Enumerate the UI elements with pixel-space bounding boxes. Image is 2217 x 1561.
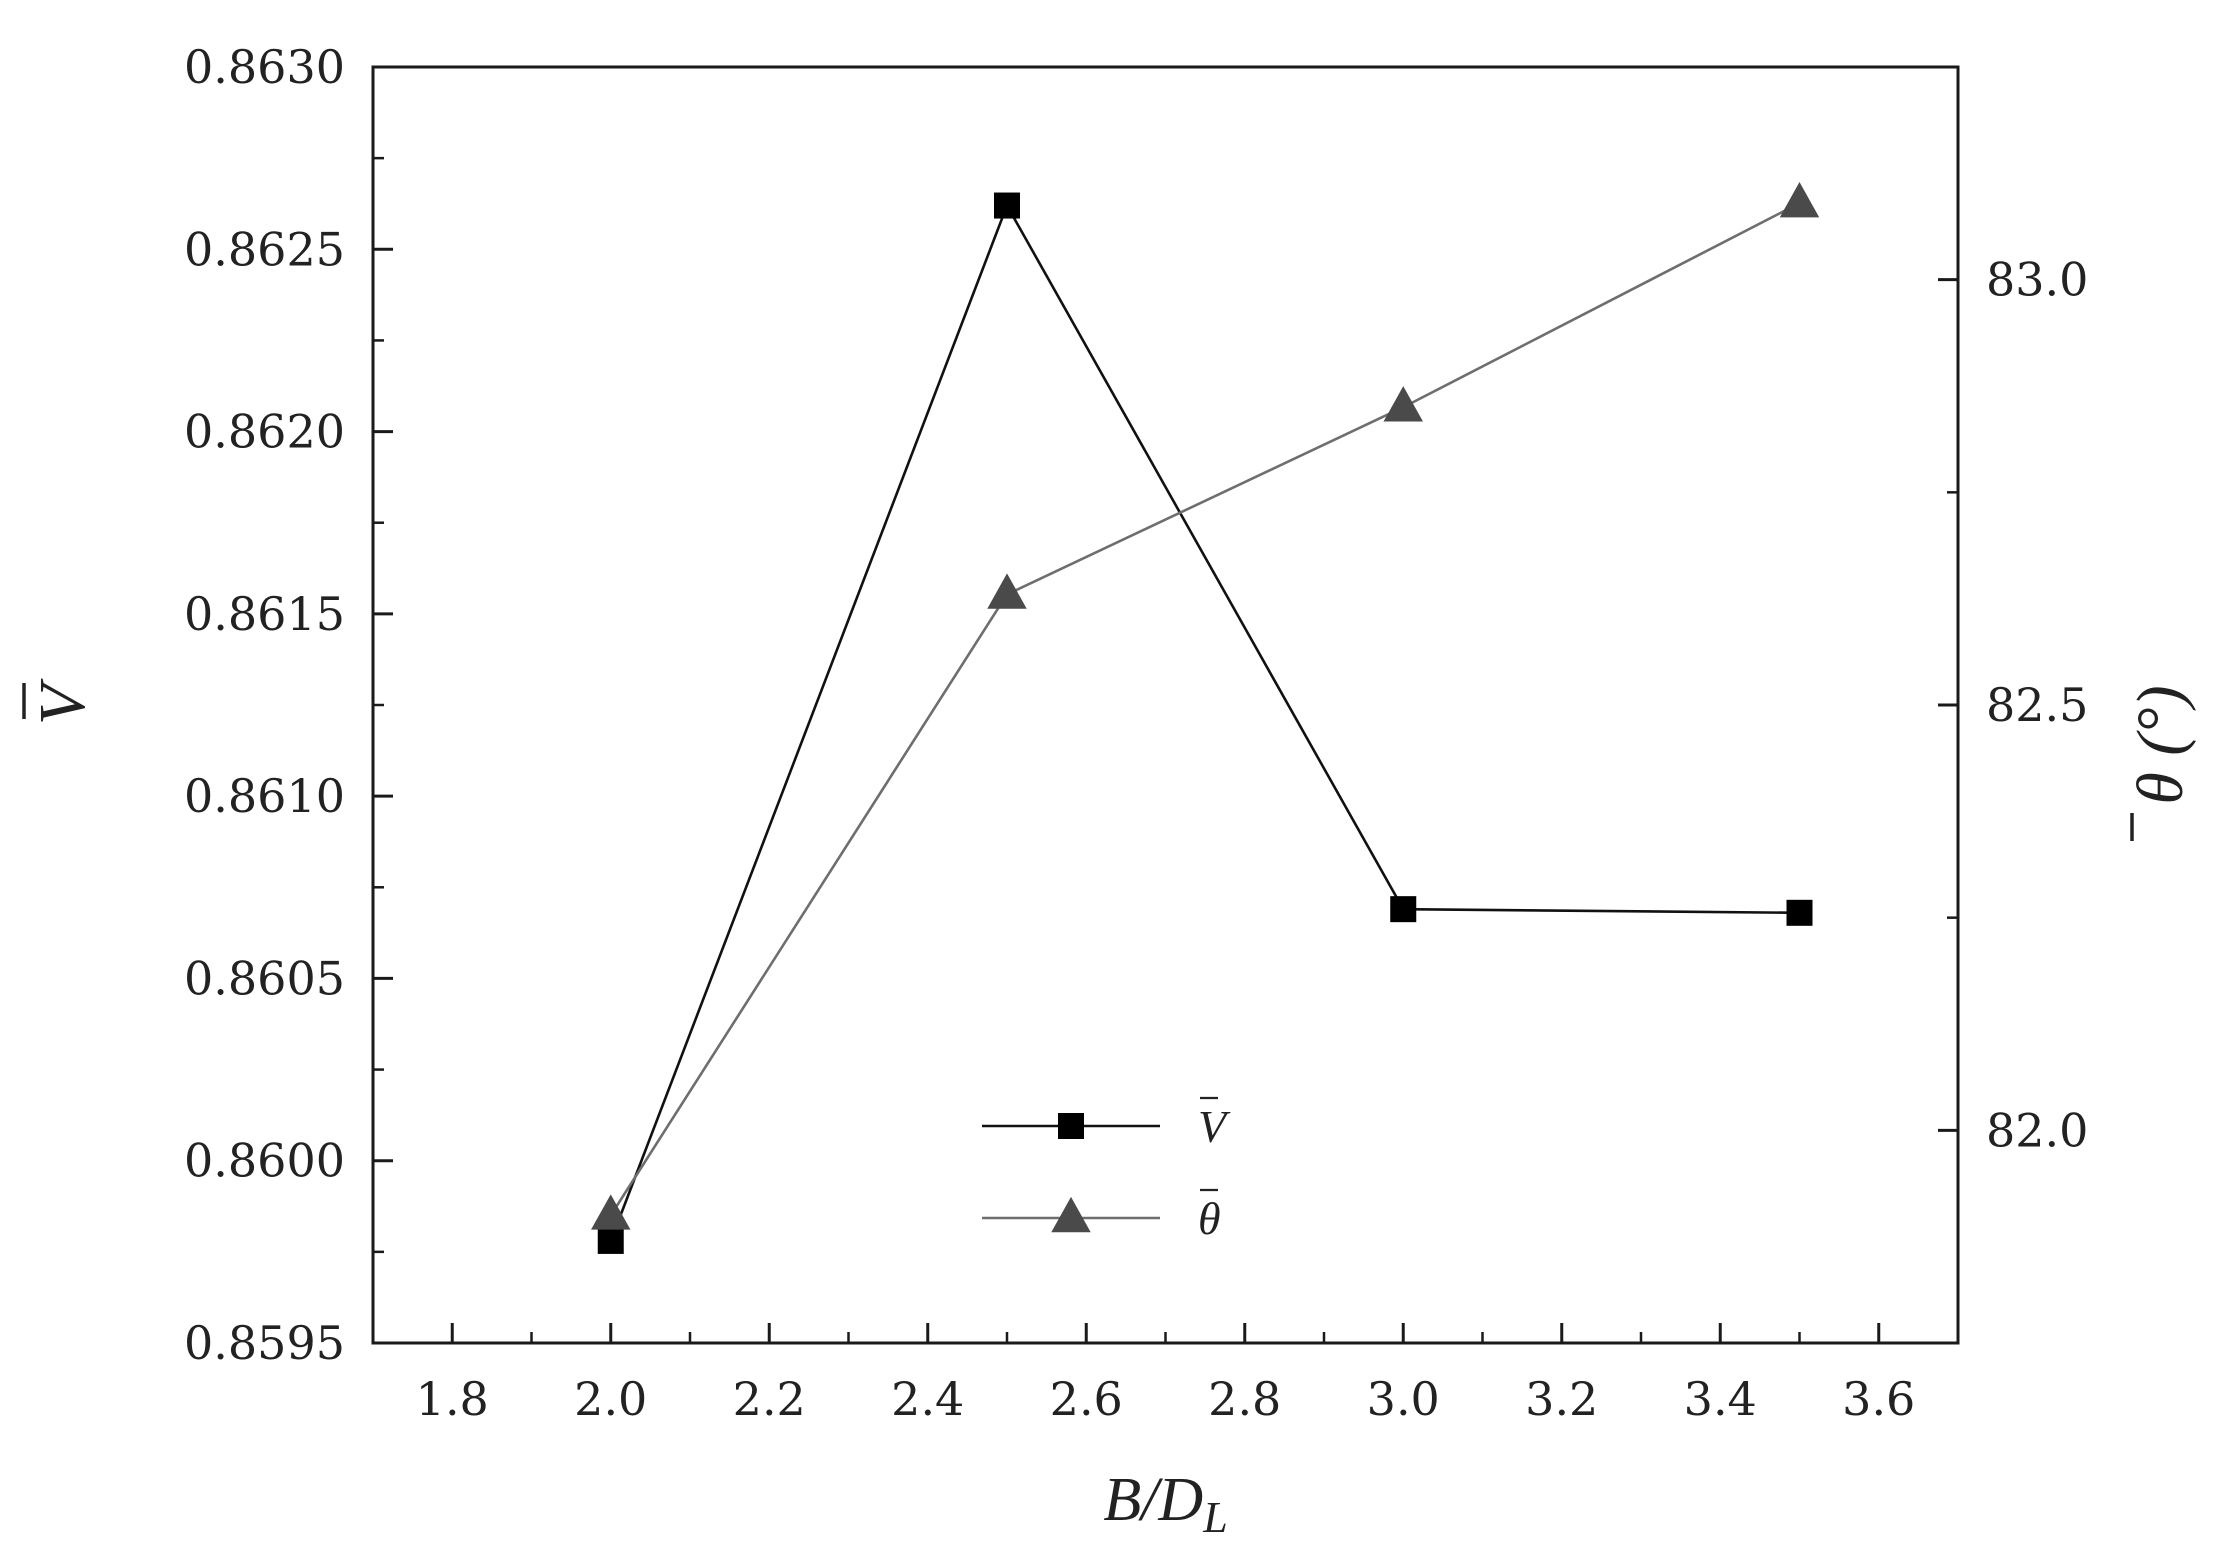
x-tick-label: 2.2 xyxy=(733,1372,806,1426)
series-2-point xyxy=(1779,182,1820,218)
x-tick-label: 1.8 xyxy=(416,1372,489,1426)
x-tick-label: 3.4 xyxy=(1684,1372,1757,1426)
series-1-point xyxy=(1390,896,1417,923)
left-tick-label: 0.8595 xyxy=(184,1316,345,1370)
legend-label-1: V xyxy=(1198,1101,1231,1152)
series-line-1 xyxy=(609,202,1800,1242)
left-tick-label: 0.8625 xyxy=(184,222,345,276)
right-axis-ticks: 82.0 82.5 83.0 xyxy=(1938,65,2088,1345)
series-markers xyxy=(591,182,1820,1254)
left-tick-label: 0.8610 xyxy=(184,769,345,823)
right-axis-title: θ (°) xyxy=(2124,685,2197,841)
x-tick-label: 2.4 xyxy=(891,1372,964,1426)
left-axis-title-text: V xyxy=(26,678,99,725)
series-1-point xyxy=(994,192,1020,219)
right-tick-label: 83.0 xyxy=(1986,253,2088,307)
x-tick-label: 3.6 xyxy=(1842,1372,1915,1426)
x-tick-label: 2.8 xyxy=(1208,1372,1281,1426)
series-1-point xyxy=(597,1227,624,1254)
x-tick-label: 3.0 xyxy=(1367,1372,1440,1426)
x-axis-ticks: 1.8 2.0 2.2 2.4 2.6 2.8 3.0 3.2 3.4 3.6 xyxy=(416,1323,1915,1426)
x-tick-label: 2.0 xyxy=(574,1372,647,1426)
left-tick-label: 0.8605 xyxy=(184,951,345,1005)
legend-marker-1 xyxy=(1058,1113,1084,1139)
series-2-point xyxy=(1383,386,1423,422)
legend-label-2: θ xyxy=(1198,1193,1221,1244)
right-axis-title-text: θ (°) xyxy=(2124,685,2197,804)
series-2-point xyxy=(987,573,1027,609)
right-tick-label: 82.0 xyxy=(1986,1103,2088,1157)
right-tick-label: 82.5 xyxy=(1986,678,2088,732)
series-line-2 xyxy=(609,201,1801,1217)
series-lines xyxy=(609,201,1801,1242)
x-axis-title: B/DL xyxy=(1103,1466,1227,1542)
left-tick-label: 0.8615 xyxy=(184,587,345,641)
left-tick-label: 0.8600 xyxy=(184,1134,345,1188)
legend-marker-2 xyxy=(1051,1196,1091,1233)
legend: Vθ xyxy=(982,1096,1231,1244)
left-axis-ticks: 0.8595 0.8600 0.8605 0.8610 0.8615 0.8620 0.86… xyxy=(184,40,393,1370)
left-tick-label: 0.8630 xyxy=(184,40,345,94)
plot-frame xyxy=(371,65,1960,1345)
x-tick-label: 3.2 xyxy=(1525,1372,1598,1426)
series-1-point xyxy=(1786,899,1813,926)
left-tick-label: 0.8620 xyxy=(184,405,345,459)
series-2-point xyxy=(591,1194,631,1230)
x-tick-label: 2.6 xyxy=(1050,1372,1123,1426)
left-axis-title: V xyxy=(22,678,99,725)
